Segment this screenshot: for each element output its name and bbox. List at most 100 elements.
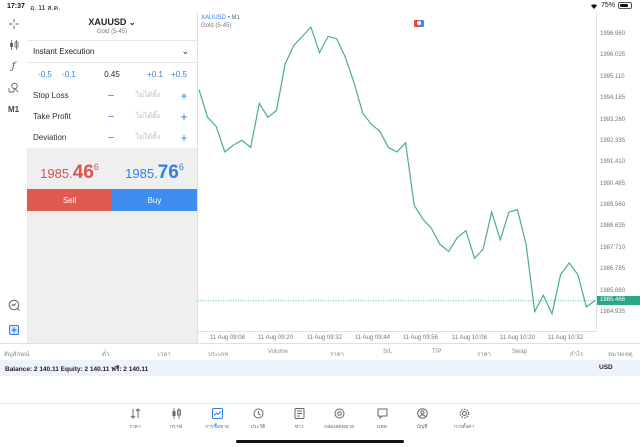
stop-loss-plus-button[interactable]: + bbox=[180, 88, 188, 103]
take-profit-input[interactable]: ไม่ได้ตั้ง bbox=[135, 113, 161, 120]
nav-history[interactable]: ประวัติ bbox=[238, 408, 278, 431]
symbol-selector[interactable]: XAUUSD ⌄ Gold (5-45) bbox=[27, 13, 197, 41]
nav-charts[interactable]: กราฟ bbox=[156, 408, 196, 431]
volume-input[interactable]: 0.45 bbox=[104, 69, 120, 79]
function-icon[interactable]: ƒ bbox=[11, 60, 16, 72]
stop-loss-input[interactable]: ไม่ได้ตั้ง bbox=[135, 92, 161, 99]
nav-label: การซื้อขาย bbox=[204, 424, 230, 430]
charts-icon bbox=[156, 408, 196, 421]
column-header[interactable]: Volume bbox=[268, 349, 289, 355]
column-header[interactable]: เวลา bbox=[158, 352, 171, 358]
column-header[interactable]: สัญลักษณ์ bbox=[4, 352, 30, 358]
column-header[interactable]: S/L bbox=[383, 349, 393, 355]
one-click-trading-icon[interactable] bbox=[414, 20, 424, 27]
price-axis-label: 1995.110 bbox=[600, 73, 625, 80]
time-axis-label: 11 Aug 10:20 bbox=[500, 335, 535, 341]
nav-accounts[interactable]: บัญชี bbox=[402, 408, 442, 431]
nav-label: กล่องจดหมาย bbox=[323, 424, 355, 430]
price-axis-label: 1993.260 bbox=[600, 116, 626, 123]
home-indicator bbox=[236, 440, 404, 443]
bottom-nav: ราคา กราฟ การซื้อขาย ประวัติ ข่าว กล่องจดหมาย… bbox=[0, 403, 640, 447]
order-panel: XAUUSD ⌄ Gold (5-45) Instant Execution ⌄… bbox=[27, 13, 198, 343]
price-row: 1985.466 1985.766 bbox=[27, 156, 197, 189]
history-icon bbox=[238, 408, 278, 421]
stop-loss-label: Stop Loss bbox=[33, 91, 69, 100]
price-axis-label: 1994.185 bbox=[600, 95, 626, 102]
quotes-icon bbox=[115, 408, 155, 421]
stop-loss-minus-button[interactable]: − bbox=[107, 89, 115, 102]
time-axis-label: 11 Aug 10:32 bbox=[548, 335, 583, 341]
chevron-down-icon: ⌄ bbox=[181, 46, 189, 56]
volume-minus-small-button[interactable]: -0.1 bbox=[62, 69, 76, 79]
stop-loss-row: Stop Loss − ไม่ได้ตั้ง + bbox=[27, 85, 197, 106]
nav-label: บัญชี bbox=[416, 424, 428, 430]
nav-label: การตั้งค่า bbox=[453, 424, 475, 430]
column-header[interactable]: ประเภท bbox=[208, 352, 229, 358]
price-axis-label: 1984.935 bbox=[600, 309, 626, 315]
price-axis: 1996.960 1996.035 1995.110 1994.185 1993.260… bbox=[596, 13, 640, 331]
add-order-icon[interactable] bbox=[0, 321, 27, 339]
execution-type-select[interactable]: Instant Execution ⌄ bbox=[27, 41, 197, 63]
volume-minus-large-button[interactable]: -0.5 bbox=[38, 69, 52, 79]
time-axis-label: 11 Aug 09:08 bbox=[210, 335, 245, 341]
column-header[interactable]: ตั๋ว bbox=[102, 352, 110, 358]
column-header[interactable]: T/P bbox=[432, 349, 442, 355]
chat-icon bbox=[362, 408, 402, 421]
deviation-plus-button[interactable]: + bbox=[180, 130, 188, 145]
trade-icon bbox=[197, 408, 237, 421]
column-header[interactable]: กำไร bbox=[570, 352, 584, 358]
current-price-tag: 1985.466 bbox=[597, 296, 640, 306]
wifi-icon bbox=[590, 3, 597, 9]
deviation-row: Deviation − ไม่ได้ตั้ง + bbox=[27, 127, 197, 148]
left-toolbar: ƒ M1 bbox=[0, 13, 27, 343]
price-chart[interactable]: XAUUSD • M1 Gold (5-45) 1996.960 1996.035… bbox=[198, 13, 640, 343]
column-header[interactable]: Swap bbox=[512, 349, 528, 355]
nav-quotes[interactable]: ราคา bbox=[115, 408, 155, 431]
nav-settings[interactable]: การตั้งค่า bbox=[444, 408, 484, 431]
time-axis-label: 11 Aug 09:32 bbox=[307, 335, 342, 341]
column-header[interactable]: ราคา bbox=[477, 352, 491, 358]
timeframe-button[interactable]: M1 bbox=[7, 104, 20, 114]
status-date: อ. 11 ส.ค. bbox=[30, 5, 61, 12]
nav-label: แชท bbox=[377, 424, 387, 430]
nav-chat[interactable]: แชท bbox=[362, 408, 402, 431]
crosshair-icon[interactable] bbox=[0, 15, 27, 33]
deviation-minus-button[interactable]: − bbox=[107, 131, 115, 144]
balance-bar: Balance: 2 140.11 Equity: 2 140.11 ฟรี: … bbox=[0, 360, 640, 376]
chart-search-icon[interactable] bbox=[0, 296, 27, 314]
nav-mailbox[interactable]: กล่องจดหมาย bbox=[319, 408, 359, 431]
deviation-input[interactable]: ไม่ได้ตั้ง bbox=[135, 134, 161, 141]
buy-button[interactable]: Buy bbox=[112, 189, 197, 211]
account-currency: USD bbox=[599, 364, 613, 371]
candlestick-icon[interactable] bbox=[0, 36, 27, 54]
column-header[interactable]: ราคา bbox=[330, 352, 344, 358]
settings-icon bbox=[444, 408, 484, 421]
bid-price: 1985.466 bbox=[40, 161, 99, 183]
price-line bbox=[198, 25, 596, 316]
sell-button[interactable]: Sell bbox=[27, 189, 112, 211]
objects-icon[interactable] bbox=[0, 78, 27, 96]
execution-type-label: Instant Execution bbox=[33, 47, 95, 56]
column-header[interactable]: หมายเหตุ bbox=[608, 352, 633, 358]
time-axis-label: 11 Aug 09:44 bbox=[355, 335, 390, 341]
time-axis-label: 11 Aug 10:08 bbox=[452, 335, 487, 341]
nav-trade[interactable]: การซื้อขาย bbox=[197, 408, 237, 431]
take-profit-minus-button[interactable]: − bbox=[107, 110, 115, 123]
positions-table-header: สัญลักษณ์ ตั๋ว เวลา ประเภท Volume ราคา S/L T/P ร… bbox=[0, 343, 640, 360]
time-axis-label: 11 Aug 09:56 bbox=[403, 335, 438, 341]
balance-text: Balance: 2 140.11 Equity: 2 140.11 ฟรี: … bbox=[5, 366, 149, 373]
volume-plus-small-button[interactable]: +0.1 bbox=[147, 69, 163, 79]
price-axis-label: 1989.560 bbox=[600, 202, 626, 209]
take-profit-plus-button[interactable]: + bbox=[180, 109, 188, 124]
chart-subtitle: Gold (5-45) bbox=[201, 23, 232, 29]
chart-title: XAUUSD • M1 bbox=[201, 15, 240, 21]
price-axis-label: 1991.410 bbox=[600, 159, 626, 166]
price-axis-label: 1988.635 bbox=[600, 223, 626, 230]
price-axis-label: 1996.960 bbox=[600, 31, 626, 37]
nav-label: ประวัติ bbox=[250, 424, 266, 430]
volume-plus-large-button[interactable]: +0.5 bbox=[171, 69, 187, 79]
accounts-icon bbox=[402, 408, 442, 421]
price-axis-label: 1990.485 bbox=[600, 180, 626, 187]
nav-news[interactable]: ข่าว bbox=[279, 408, 319, 431]
mailbox-icon bbox=[319, 408, 359, 421]
